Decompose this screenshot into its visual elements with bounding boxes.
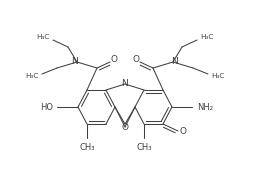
Text: CH₃: CH₃ <box>136 143 152 152</box>
Text: NH₂: NH₂ <box>197 102 213 111</box>
Text: O: O <box>133 55 140 64</box>
Text: N: N <box>122 79 128 87</box>
Text: O: O <box>179 126 186 135</box>
Text: HO: HO <box>40 102 53 111</box>
Text: O: O <box>121 124 128 132</box>
Text: H₃C: H₃C <box>37 34 50 40</box>
Text: CH₃: CH₃ <box>79 143 95 152</box>
Text: N: N <box>72 57 78 66</box>
Text: N: N <box>172 57 178 66</box>
Text: O: O <box>111 55 118 64</box>
Text: H₃C: H₃C <box>26 73 39 79</box>
Text: H₃C: H₃C <box>211 73 224 79</box>
Text: H₃C: H₃C <box>200 34 213 40</box>
